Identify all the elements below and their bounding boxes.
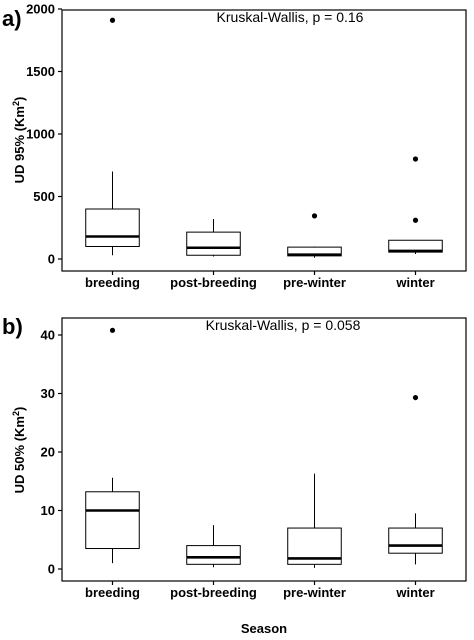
panel-a-y-axis-title: UD 95% (Km2) [11, 97, 27, 184]
y-tick-label: 1000 [26, 127, 55, 142]
panel-a-y-ticks: 0 500 1000 1500 2000 [26, 2, 62, 267]
category-label: breeding [85, 275, 140, 290]
box-post-breeding [186, 219, 241, 257]
panel-a: a) Kruskal-Wallis, p = 0.16 UD 95% (Km2)… [2, 2, 467, 290]
outlier-point [109, 17, 116, 23]
box-breeding [85, 17, 140, 256]
outlier-point [412, 156, 419, 162]
panel-b-ylabel: UD 50% (Km [12, 416, 27, 493]
outlier-point [311, 213, 318, 219]
category-label: winter [395, 275, 434, 290]
outlier-point [109, 327, 116, 333]
iqr-box [186, 545, 241, 565]
panel-a-ylabel-sup: 2 [11, 101, 21, 106]
y-tick-label: 20 [41, 445, 55, 460]
y-tick-label: 30 [41, 386, 55, 401]
category-label: breeding [85, 585, 140, 600]
panel-b-boxes [85, 327, 443, 568]
y-tick-label: 0 [48, 252, 55, 267]
panel-a-letter: a) [2, 6, 22, 31]
y-tick-label: 0 [48, 562, 55, 577]
y-tick-label: 1500 [26, 64, 55, 79]
panel-b-y-ticks: 0 10 20 30 40 [41, 328, 62, 577]
category-label: pre-winter [283, 275, 346, 290]
panel-b-plot-frame [61, 317, 467, 582]
panel-b-ylabel-sup: 2 [11, 411, 21, 416]
iqr-box [85, 208, 140, 247]
category-label: post-breeding [170, 275, 257, 290]
panel-a-ylabel-end: ) [12, 97, 27, 101]
box-winter [388, 156, 443, 254]
outlier-point [412, 217, 419, 223]
box-pre-winter [287, 213, 342, 258]
panel-b-categories: breeding post-breeding pre-winter winter [85, 581, 435, 600]
iqr-box [388, 527, 443, 554]
panel-a-boxes [85, 17, 443, 258]
y-tick-label: 40 [41, 328, 55, 343]
panel-a-plot-frame [61, 9, 467, 272]
category-label: post-breeding [170, 585, 257, 600]
panel-a-annotation: Kruskal-Wallis, p = 0.16 [217, 9, 364, 25]
panel-a-ylabel: UD 95% (Km [12, 106, 27, 183]
box-post-breeding [186, 525, 241, 568]
y-tick-label: 2000 [26, 2, 55, 17]
panel-b-ylabel-end: ) [12, 407, 27, 411]
box-pre-winter [287, 473, 342, 568]
outlier-point [412, 394, 419, 401]
panel-b-y-axis-title: UD 50% (Km2) [11, 407, 27, 494]
panel-b: b) Kruskal-Wallis, p = 0.058 UD 50% (Km2… [2, 314, 467, 600]
x-axis-title: Season [241, 621, 287, 636]
iqr-box [186, 231, 241, 256]
category-label: pre-winter [283, 585, 346, 600]
box-winter [388, 394, 443, 565]
iqr-box [85, 491, 140, 550]
y-tick-label: 10 [41, 503, 55, 518]
category-label: winter [395, 585, 434, 600]
panel-b-letter: b) [2, 314, 23, 339]
panel-b-annotation: Kruskal-Wallis, p = 0.058 [206, 317, 361, 333]
panel-a-categories: breeding post-breeding pre-winter winter [85, 271, 435, 290]
y-tick-label: 500 [33, 189, 55, 204]
box-breeding [85, 327, 140, 564]
